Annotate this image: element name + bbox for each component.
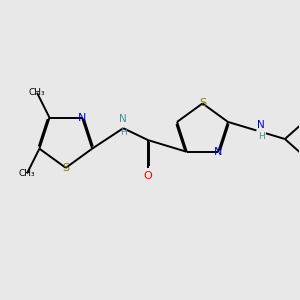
- Text: O: O: [144, 171, 152, 181]
- Text: N: N: [78, 112, 86, 123]
- Text: S: S: [62, 163, 69, 173]
- Text: H: H: [258, 132, 265, 141]
- Text: N: N: [214, 147, 222, 157]
- Text: N: N: [119, 114, 127, 124]
- Text: CH₃: CH₃: [19, 169, 35, 178]
- Text: H: H: [120, 128, 127, 137]
- Text: CH₃: CH₃: [29, 88, 45, 97]
- Text: S: S: [199, 98, 206, 108]
- Text: N: N: [257, 119, 265, 130]
